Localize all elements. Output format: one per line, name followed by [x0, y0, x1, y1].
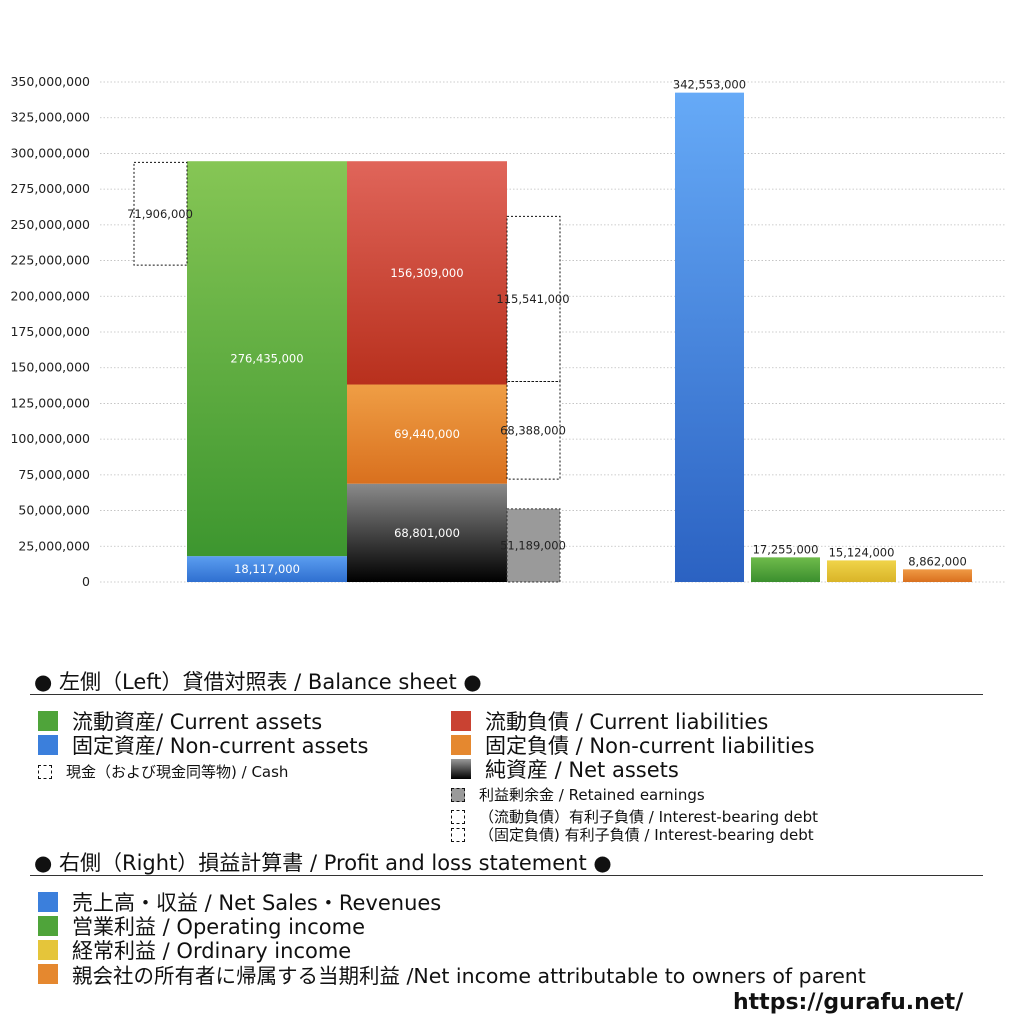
legend-swatch — [38, 940, 58, 960]
interest-bearing-debt-box — [506, 215, 561, 382]
legend-label: 現金（および現金同等物) / Cash — [66, 763, 289, 781]
bar-segment — [347, 161, 507, 385]
y-tick-label: 50,000,000 — [18, 503, 90, 518]
legend-item-non-current-assets: 固定資産/ Non-current assets — [38, 730, 368, 760]
data-label: 17,255,000 — [753, 542, 819, 556]
y-tick-label: 175,000,000 — [10, 324, 90, 339]
legend-item-retained-earnings: 利益剰余金 / Retained earnings — [451, 784, 705, 805]
data-labels: 18,117,000 276,435,000 71,906,000 68,801,00… — [127, 78, 967, 576]
y-tick-label: 200,000,000 — [10, 288, 90, 303]
pl-bar — [827, 560, 896, 582]
legend-swatch — [38, 764, 52, 779]
y-tick-label: 225,000,000 — [10, 253, 90, 268]
legend-swatch — [38, 964, 58, 984]
bar-segment — [347, 384, 507, 484]
data-label: 69,440,000 — [394, 427, 460, 441]
legend-divider — [30, 694, 983, 695]
y-tick-label: 275,000,000 — [10, 181, 90, 196]
legend-item-interest-bearing-noncurrent: （固定負債) 有利子負債 / Interest-bearing debt — [451, 824, 814, 845]
legend-item-net-income: 親会社の所有者に帰属する当期利益 /Net income attributabl… — [38, 959, 866, 989]
legend-label: 固定負債 / Non-current liabilities — [485, 734, 815, 758]
data-label: 156,309,000 — [390, 266, 463, 280]
bar-segment — [187, 161, 347, 557]
legend-item-ordinary-income: 経常利益 / Ordinary income — [38, 935, 351, 965]
legend-item-current-assets: 流動資産/ Current assets — [38, 706, 322, 736]
data-label: 71,906,000 — [127, 207, 193, 221]
y-tick-label: 75,000,000 — [18, 467, 90, 482]
bar-segment — [187, 556, 347, 582]
data-label: 68,388,000 — [500, 423, 566, 437]
y-tick-label: 0 — [82, 574, 90, 589]
legend-item-net-sales: 売上高・収益 / Net Sales・Revenues — [38, 887, 441, 917]
legend-swatch — [38, 735, 58, 755]
legend-label: 流動負債 / Current liabilities — [485, 710, 769, 734]
data-label: 276,435,000 — [230, 352, 303, 366]
legend-swatch — [451, 827, 465, 842]
y-tick-label: 250,000,000 — [10, 217, 90, 232]
chart: 0 25,000,000 50,000,000 75,000,000 100,000,0… — [10, 74, 1005, 589]
pl-bar — [675, 92, 744, 582]
bars — [133, 92, 972, 583]
legend-item-cash: 現金（および現金同等物) / Cash — [38, 761, 288, 782]
data-label: 342,553,000 — [673, 78, 746, 92]
legend-label: 利益剰余金 / Retained earnings — [479, 786, 705, 804]
legend-label: 営業利益 / Operating income — [72, 915, 366, 939]
legend-label: 純資産 / Net assets — [485, 758, 679, 782]
legend-divider — [30, 875, 983, 876]
y-axis-tick-labels: 0 25,000,000 50,000,000 75,000,000 100,000,0… — [10, 74, 90, 589]
source-url: https://gurafu.net/ — [733, 990, 964, 1015]
legend-swatch — [451, 711, 471, 731]
data-label: 68,801,000 — [394, 526, 460, 540]
legend-item-operating-income: 営業利益 / Operating income — [38, 911, 365, 941]
retained-earnings-box — [506, 508, 561, 583]
legend-swatch — [451, 787, 465, 802]
legend-label: 売上高・収益 / Net Sales・Revenues — [72, 891, 442, 915]
pl-bar — [903, 569, 972, 582]
balance-sheet-legend-title: ● 左側（Left）貸借対照表 / Balance sheet ● — [34, 670, 482, 694]
legend-swatch — [451, 759, 471, 779]
legend-item-non-current-liabilities: 固定負債 / Non-current liabilities — [451, 730, 815, 760]
legend-label: （固定負債) 有利子負債 / Interest-bearing debt — [479, 826, 814, 844]
profit-loss-legend-title: ● 右側（Right）損益計算書 / Profit and loss state… — [34, 851, 612, 875]
legend-label: 流動資産/ Current assets — [72, 710, 323, 734]
legend-swatch — [38, 916, 58, 936]
y-tick-label: 25,000,000 — [18, 538, 90, 553]
legend-swatch — [38, 892, 58, 912]
legend-item-interest-bearing-current: （流動負債）有利子負債 / Interest-bearing debt — [451, 806, 818, 827]
pl-bar — [751, 557, 820, 582]
data-label: 15,124,000 — [829, 545, 895, 559]
legend-item-net-assets: 純資産 / Net assets — [451, 754, 679, 784]
legend-swatch — [451, 735, 471, 755]
y-tick-label: 350,000,000 — [10, 74, 90, 89]
interest-bearing-debt-box — [506, 380, 561, 480]
legend-swatch — [38, 711, 58, 731]
y-tick-label: 150,000,000 — [10, 360, 90, 375]
y-tick-label: 325,000,000 — [10, 110, 90, 125]
y-tick-label: 300,000,000 — [10, 145, 90, 160]
bar-segment — [347, 483, 507, 582]
data-label: 18,117,000 — [234, 562, 300, 576]
data-label: 115,541,000 — [496, 292, 569, 306]
data-label: 8,862,000 — [908, 554, 967, 568]
y-tick-label: 125,000,000 — [10, 395, 90, 410]
legend-swatch — [451, 809, 465, 824]
cash-box — [133, 161, 188, 266]
legend-label: 固定資産/ Non-current assets — [72, 734, 369, 758]
legend-item-current-liabilities: 流動負債 / Current liabilities — [451, 706, 768, 736]
legend-label: 親会社の所有者に帰属する当期利益 /Net income attributabl… — [72, 964, 866, 988]
legend-label: （流動負債）有利子負債 / Interest-bearing debt — [479, 808, 819, 826]
legend-label: 経常利益 / Ordinary income — [72, 939, 352, 963]
data-label: 51,189,000 — [500, 538, 566, 552]
y-tick-label: 100,000,000 — [10, 431, 90, 446]
